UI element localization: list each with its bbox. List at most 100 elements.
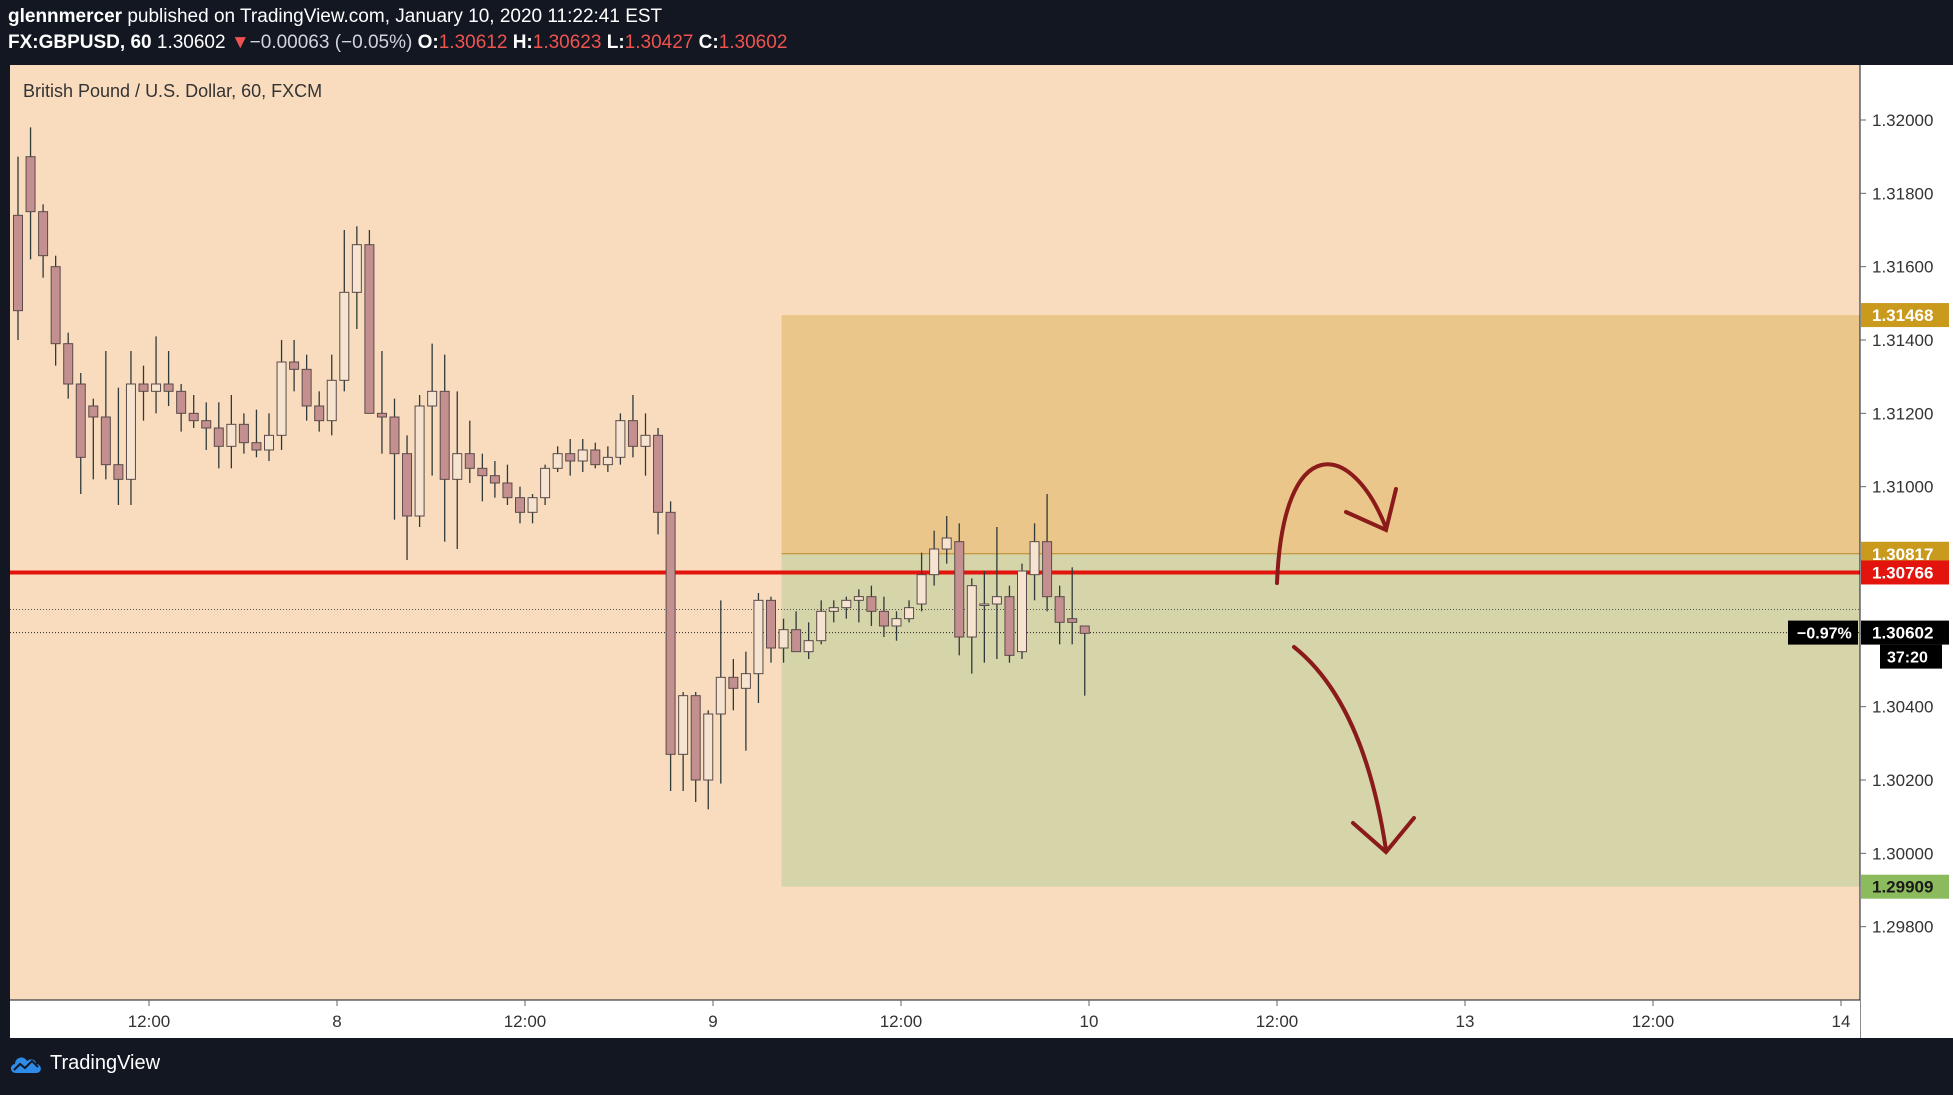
candle[interactable] [63,332,74,399]
candle[interactable] [791,611,802,653]
candle[interactable] [979,571,990,663]
candle[interactable] [1017,563,1027,659]
resistance-tag-bg [1861,560,1949,585]
candle-body-up [351,244,362,293]
candle[interactable] [151,336,162,414]
candle[interactable] [602,446,613,472]
candle[interactable] [678,692,689,791]
candle[interactable] [1079,625,1090,696]
candle[interactable] [753,593,764,703]
footer-brand[interactable]: TradingView [8,1052,160,1075]
candle[interactable] [991,527,1002,659]
candle[interactable] [326,354,337,436]
candle[interactable] [552,446,563,472]
candle[interactable] [276,340,287,450]
candle[interactable] [314,391,325,432]
stop-loss-zone[interactable] [781,315,1860,554]
candle[interactable] [477,453,488,502]
candle[interactable] [376,351,387,454]
author-name[interactable]: glennmercer [8,6,123,27]
candle[interactable] [740,651,751,751]
candle[interactable] [25,127,36,260]
candle[interactable] [364,230,375,414]
candle[interactable] [201,402,212,450]
candle[interactable] [929,530,940,586]
candle[interactable] [627,395,638,458]
candle[interactable] [402,435,413,560]
candle[interactable] [251,409,262,458]
candle[interactable] [264,413,274,461]
candle[interactable] [703,710,714,810]
candle[interactable] [878,596,889,637]
candle[interactable] [1004,585,1015,663]
candle[interactable] [690,692,701,802]
candle[interactable] [640,413,651,476]
candle[interactable] [653,428,664,535]
candle[interactable] [891,611,902,641]
candle[interactable] [13,156,23,340]
candle[interactable] [527,494,538,524]
candle[interactable] [88,398,99,480]
candle[interactable] [113,387,124,505]
candle[interactable] [414,395,425,527]
candle[interactable] [464,420,475,483]
candle[interactable] [188,395,199,428]
candle[interactable] [452,391,463,549]
candle[interactable] [339,230,350,392]
price-tick-label: 1.32000 [1872,111,1933,130]
candle[interactable] [351,226,362,329]
candle[interactable] [38,204,49,278]
candle-body-down [251,442,262,451]
time-axis[interactable] [10,1000,1860,1038]
candle[interactable] [301,354,312,421]
candle[interactable] [389,398,400,520]
candle[interactable] [176,384,187,432]
candle[interactable] [1029,523,1040,601]
candle-body-down [364,244,375,414]
candle[interactable] [577,439,588,472]
candle[interactable] [1054,585,1065,645]
take-profit-zone[interactable] [781,553,1860,887]
candle[interactable] [778,618,789,663]
candle[interactable] [766,596,776,663]
candle[interactable] [866,585,877,626]
candle[interactable] [226,395,237,469]
candle[interactable] [853,589,864,623]
candle[interactable] [163,351,174,406]
candle-body-down [590,449,601,466]
candle[interactable] [502,464,513,505]
candle[interactable] [75,373,86,494]
candle[interactable] [590,442,601,469]
candle[interactable] [904,600,915,623]
candle-body-up [226,423,237,447]
candle[interactable] [941,516,952,564]
candle[interactable] [238,413,249,454]
candle[interactable] [1067,567,1078,645]
candle[interactable] [916,552,927,612]
candle[interactable] [289,340,300,392]
candle[interactable] [427,343,438,476]
candle[interactable] [540,464,551,505]
candle[interactable] [841,596,852,619]
target-tag-bg [1861,874,1949,899]
candle[interactable] [828,600,839,623]
candle[interactable] [665,501,676,791]
candle[interactable] [50,255,61,366]
candle[interactable] [213,402,224,469]
candle[interactable] [1042,494,1053,612]
candle[interactable] [489,461,500,498]
candle[interactable] [100,351,111,480]
candle[interactable] [803,622,814,659]
candle[interactable] [615,413,626,465]
candle[interactable] [125,351,136,505]
candle[interactable] [715,600,726,784]
candle[interactable] [954,523,965,656]
candle[interactable] [728,659,739,711]
candle[interactable] [816,600,827,645]
candle[interactable] [565,439,576,476]
candle[interactable] [966,578,977,674]
candle[interactable] [515,486,525,524]
candle[interactable] [439,354,450,542]
candle[interactable] [138,365,149,421]
